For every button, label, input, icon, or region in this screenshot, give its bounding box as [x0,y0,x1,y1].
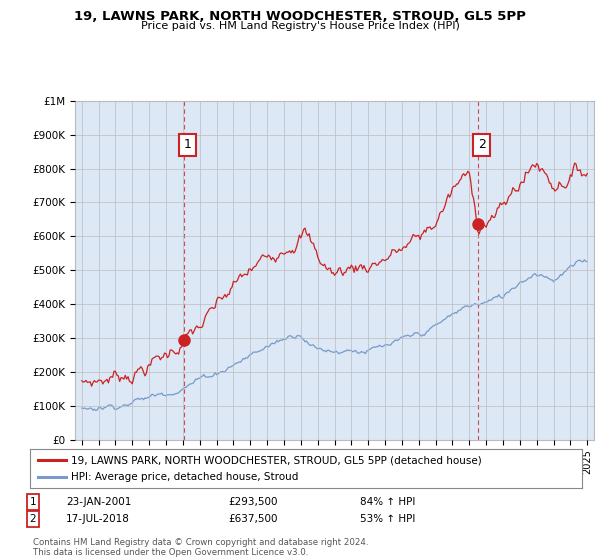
Text: £293,500: £293,500 [228,497,277,507]
Text: 23-JAN-2001: 23-JAN-2001 [66,497,131,507]
Text: This data is licensed under the Open Government Licence v3.0.: This data is licensed under the Open Gov… [33,548,308,557]
Text: 1: 1 [29,497,37,507]
Text: 53% ↑ HPI: 53% ↑ HPI [360,514,415,524]
Text: 17-JUL-2018: 17-JUL-2018 [66,514,130,524]
Text: Price paid vs. HM Land Registry's House Price Index (HPI): Price paid vs. HM Land Registry's House … [140,21,460,31]
Text: 19, LAWNS PARK, NORTH WOODCHESTER, STROUD, GL5 5PP: 19, LAWNS PARK, NORTH WOODCHESTER, STROU… [74,10,526,22]
Text: £637,500: £637,500 [228,514,277,524]
Text: HPI: Average price, detached house, Stroud: HPI: Average price, detached house, Stro… [71,472,299,482]
Text: 2: 2 [29,514,37,524]
Text: 2: 2 [478,138,486,151]
Text: 1: 1 [184,138,191,151]
Text: 19, LAWNS PARK, NORTH WOODCHESTER, STROUD, GL5 5PP (detached house): 19, LAWNS PARK, NORTH WOODCHESTER, STROU… [71,455,482,465]
Text: 84% ↑ HPI: 84% ↑ HPI [360,497,415,507]
Text: Contains HM Land Registry data © Crown copyright and database right 2024.: Contains HM Land Registry data © Crown c… [33,538,368,547]
